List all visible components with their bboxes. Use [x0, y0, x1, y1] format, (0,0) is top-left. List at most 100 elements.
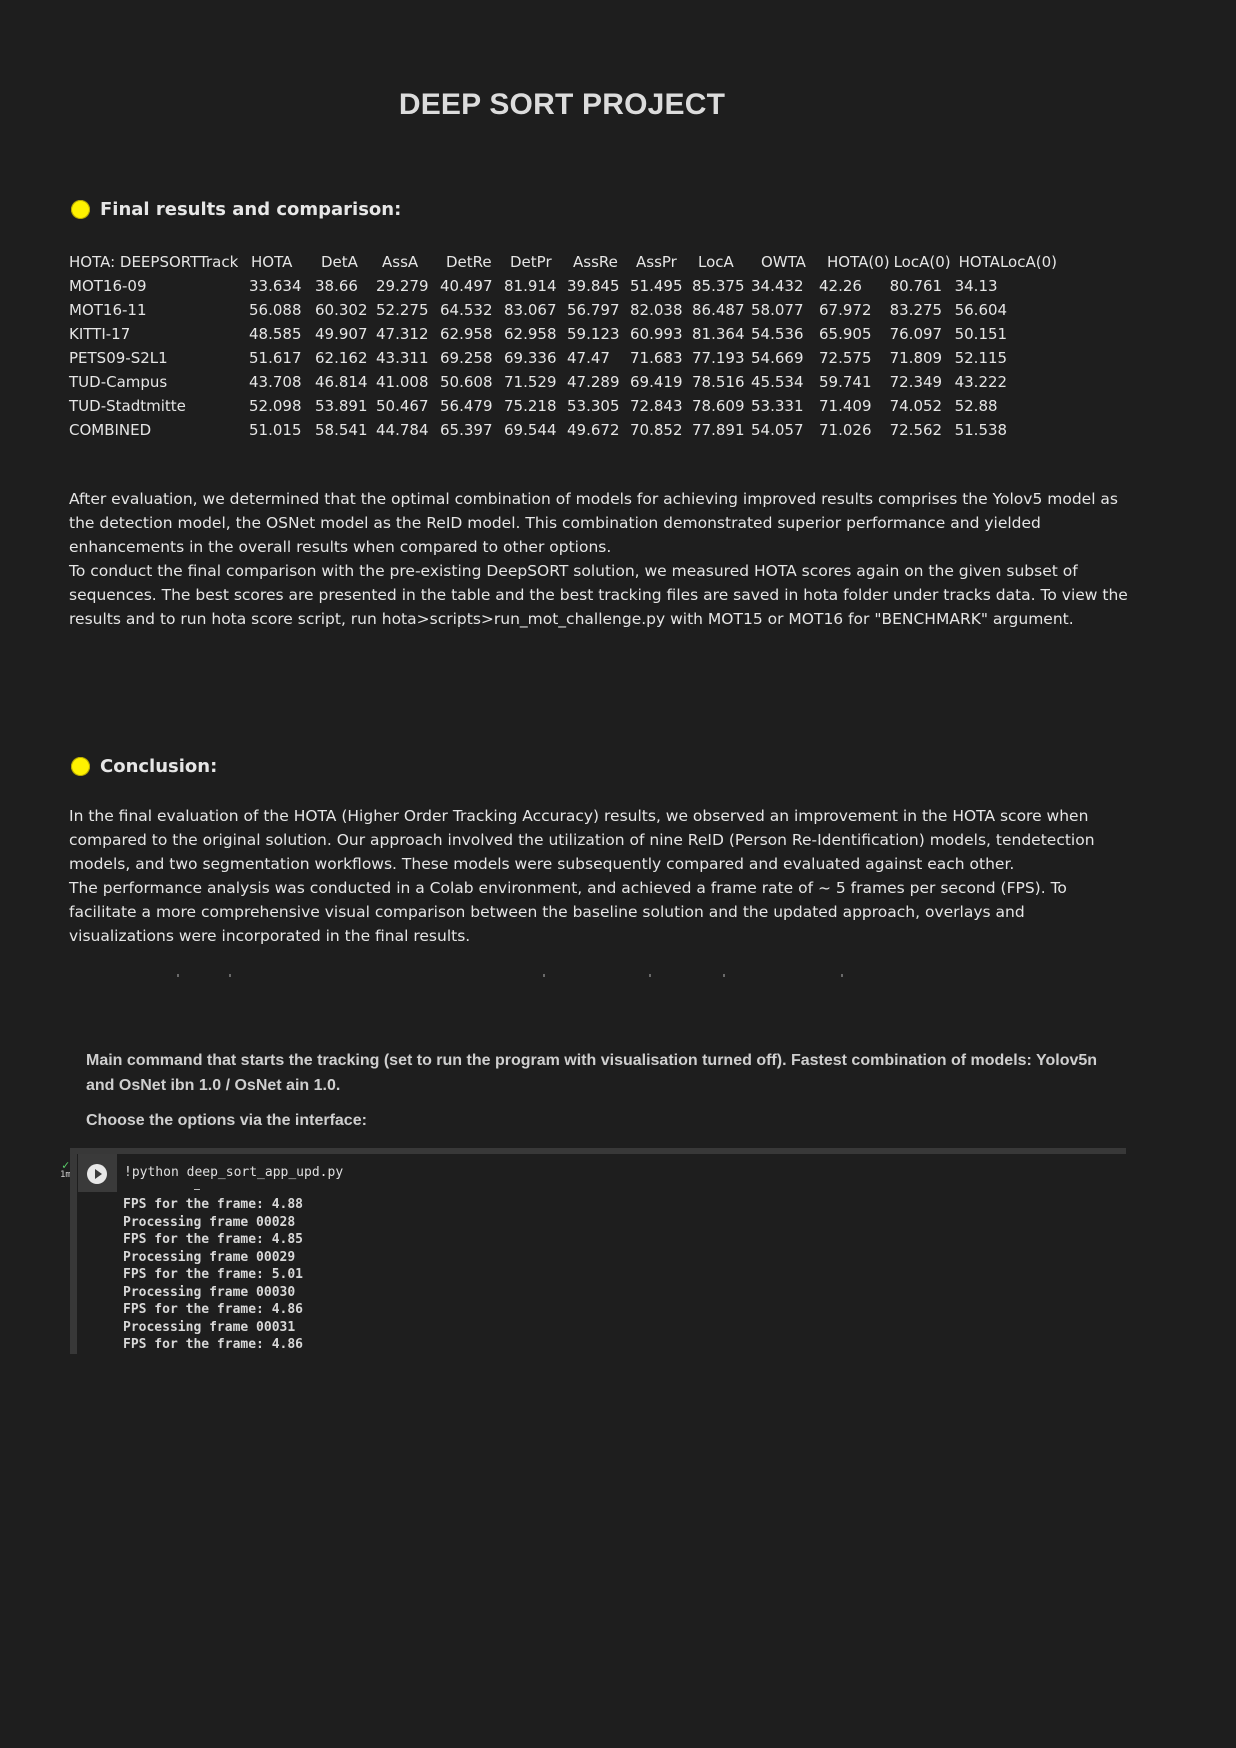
- column-header: DetPr: [510, 253, 552, 271]
- table-cell: 71.683: [630, 349, 683, 367]
- table-cell: 72.843: [630, 397, 683, 415]
- table-cell: 83.067: [504, 301, 557, 319]
- conclusion-text: In the final evaluation of the HOTA (Hig…: [69, 804, 1129, 948]
- table-cell: 49.907: [315, 325, 368, 343]
- table-cell: 71.409: [819, 397, 872, 415]
- column-header: HOTA: DEEPSORTTrack: [69, 253, 239, 271]
- table-cell: 41.008: [376, 373, 429, 391]
- colab-description: Main command that starts the tracking (s…: [86, 1052, 1098, 1094]
- output-line: FPS for the frame: 4.88: [123, 1197, 304, 1212]
- table-cell: 50.151: [954, 325, 1008, 343]
- table-cell: 72.349: [889, 373, 943, 391]
- output-line: FPS for the frame: 4.86: [123, 1337, 304, 1352]
- table-cell: 52.275: [376, 301, 429, 319]
- table-cell: 71.529: [504, 373, 557, 391]
- table-cell: 71.026: [819, 421, 872, 439]
- table-cell: 60.993: [630, 325, 683, 343]
- execution-status: ✓ 1m: [60, 1158, 71, 1180]
- conclusion-paragraph: The performance analysis was conducted i…: [69, 879, 1067, 945]
- table-cell: 74.052: [889, 397, 943, 415]
- table-cell: 56.604: [954, 301, 1008, 319]
- cell-top-border: [70, 1148, 1126, 1154]
- table-cell: 51.617: [249, 349, 302, 367]
- conclusion-paragraph: In the final evaluation of the HOTA (Hig…: [69, 807, 1095, 873]
- play-circle-icon[interactable]: [87, 1164, 107, 1184]
- yellow-circle-icon: [71, 200, 90, 219]
- table-cell: 86.487: [692, 301, 745, 319]
- table-cell: 50.467: [376, 397, 429, 415]
- table-cell: 45.534: [751, 373, 804, 391]
- table-cell: 48.585: [249, 325, 302, 343]
- execution-time: 1m: [60, 1170, 71, 1180]
- table-cell: 50.608: [440, 373, 493, 391]
- table-cell: 49.672: [567, 421, 620, 439]
- column-header: AssA: [382, 253, 419, 271]
- output-line: FPS for the frame: 4.85: [123, 1232, 304, 1247]
- table-cell: 77.891: [692, 421, 745, 439]
- table-cell: 82.038: [630, 301, 683, 319]
- conclusion-heading: Conclusion:: [71, 756, 217, 777]
- results-paragraph: After evaluation, we determined that the…: [69, 490, 1119, 556]
- table-cell: 54.536: [751, 325, 804, 343]
- table-cell: 85.375: [692, 277, 745, 295]
- table-cell: 51.495: [630, 277, 683, 295]
- results-paragraph: To conduct the final comparison with the…: [69, 562, 1128, 628]
- table-cell: 56.797: [567, 301, 620, 319]
- column-header: LocA(0): [893, 253, 951, 271]
- table-cell: 62.958: [440, 325, 493, 343]
- results-text: After evaluation, we determined that the…: [69, 487, 1129, 631]
- table-cell: 69.336: [504, 349, 557, 367]
- table-cell: 40.497: [440, 277, 493, 295]
- column-header: LocA: [698, 253, 734, 271]
- table-cell: 39.845: [567, 277, 620, 295]
- run-cell-area[interactable]: [78, 1154, 117, 1192]
- table-cell: 78.609: [692, 397, 745, 415]
- table-cell: 59.741: [819, 373, 872, 391]
- table-cell: 52.115: [954, 349, 1008, 367]
- output-line: Processing frame 00028: [123, 1214, 296, 1230]
- table-cell: 64.532: [440, 301, 493, 319]
- table-cell: PETS09-S2L1: [69, 349, 168, 367]
- table-cell: 43.222: [954, 373, 1008, 391]
- column-header: OWTA: [761, 253, 806, 271]
- table-row: MOT16-09 33.634 38.66 29.279 40.497 81.9…: [69, 274, 1057, 298]
- table-cell: 75.218: [504, 397, 557, 415]
- check-icon: ✓: [62, 1158, 70, 1172]
- table-cell: MOT16-09: [69, 277, 147, 295]
- table-cell: MOT16-11: [69, 301, 147, 319]
- table-cell: 70.852: [630, 421, 683, 439]
- table-cell: 53.305: [567, 397, 620, 415]
- code-cell[interactable]: [70, 1148, 1126, 1354]
- table-cell: 52.098: [249, 397, 302, 415]
- table-cell: 47.289: [567, 373, 620, 391]
- table-cell: 52.88: [954, 397, 998, 415]
- code-input[interactable]: !python deep_sort_app_upd.py: [124, 1165, 344, 1180]
- results-heading: Final results and comparison:: [71, 199, 401, 220]
- output-line: Processing frame 00029: [123, 1249, 296, 1265]
- table-cell: TUD-Stadtmitte: [69, 397, 186, 415]
- cell-output: FPS for the frame: 4.88 Processing frame…: [123, 1196, 303, 1354]
- table-cell: 81.914: [504, 277, 557, 295]
- column-header: HOTALocA(0): [958, 253, 1057, 271]
- table-cell: 65.905: [819, 325, 872, 343]
- table-cell: 56.479: [440, 397, 493, 415]
- table-cell: 54.057: [751, 421, 804, 439]
- table-cell: 65.397: [440, 421, 493, 439]
- table-cell: 60.302: [315, 301, 368, 319]
- output-line: Processing frame 00031: [123, 1319, 296, 1335]
- cell-left-border: [70, 1154, 77, 1354]
- table-cell: 51.015: [249, 421, 302, 439]
- table-cell: 47.47: [567, 349, 610, 367]
- table-cell: 58.077: [751, 301, 804, 319]
- table-cell: 38.66: [315, 277, 358, 295]
- table-header-row: HOTA: DEEPSORTTrack HOTA DetA AssA DetRe…: [69, 250, 1057, 274]
- column-header: DetA: [321, 253, 358, 271]
- table-cell: 72.575: [819, 349, 872, 367]
- table-cell: 69.419: [630, 373, 683, 391]
- conclusion-heading-label: Conclusion:: [100, 756, 218, 777]
- column-header: HOTA(0): [827, 253, 890, 271]
- table-cell: 62.162: [315, 349, 368, 367]
- table-cell: 83.275: [889, 301, 943, 319]
- table-cell: 43.311: [376, 349, 429, 367]
- table-cell: 69.544: [504, 421, 557, 439]
